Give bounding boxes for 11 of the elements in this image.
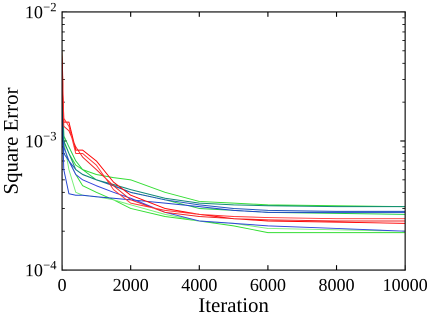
- x-tick-label: 8000: [319, 278, 354, 292]
- x-tick-label: 10000: [384, 278, 428, 292]
- x-tick-label: 6000: [250, 278, 286, 292]
- x-axis-title: Iteration: [199, 298, 269, 312]
- y-tick-label: 10$^{−3}$: [26, 132, 56, 148]
- y-tick-label: 10$^{−4}$: [26, 260, 56, 276]
- y-tick-label: 10$^{−2}$: [26, 2, 56, 18]
- x-tick-label: 0: [58, 278, 66, 292]
- x-tick-label: 2000: [113, 278, 148, 292]
- y-axis-title: Square Error: [4, 88, 22, 194]
- x-tick-label: 4000: [182, 278, 217, 292]
